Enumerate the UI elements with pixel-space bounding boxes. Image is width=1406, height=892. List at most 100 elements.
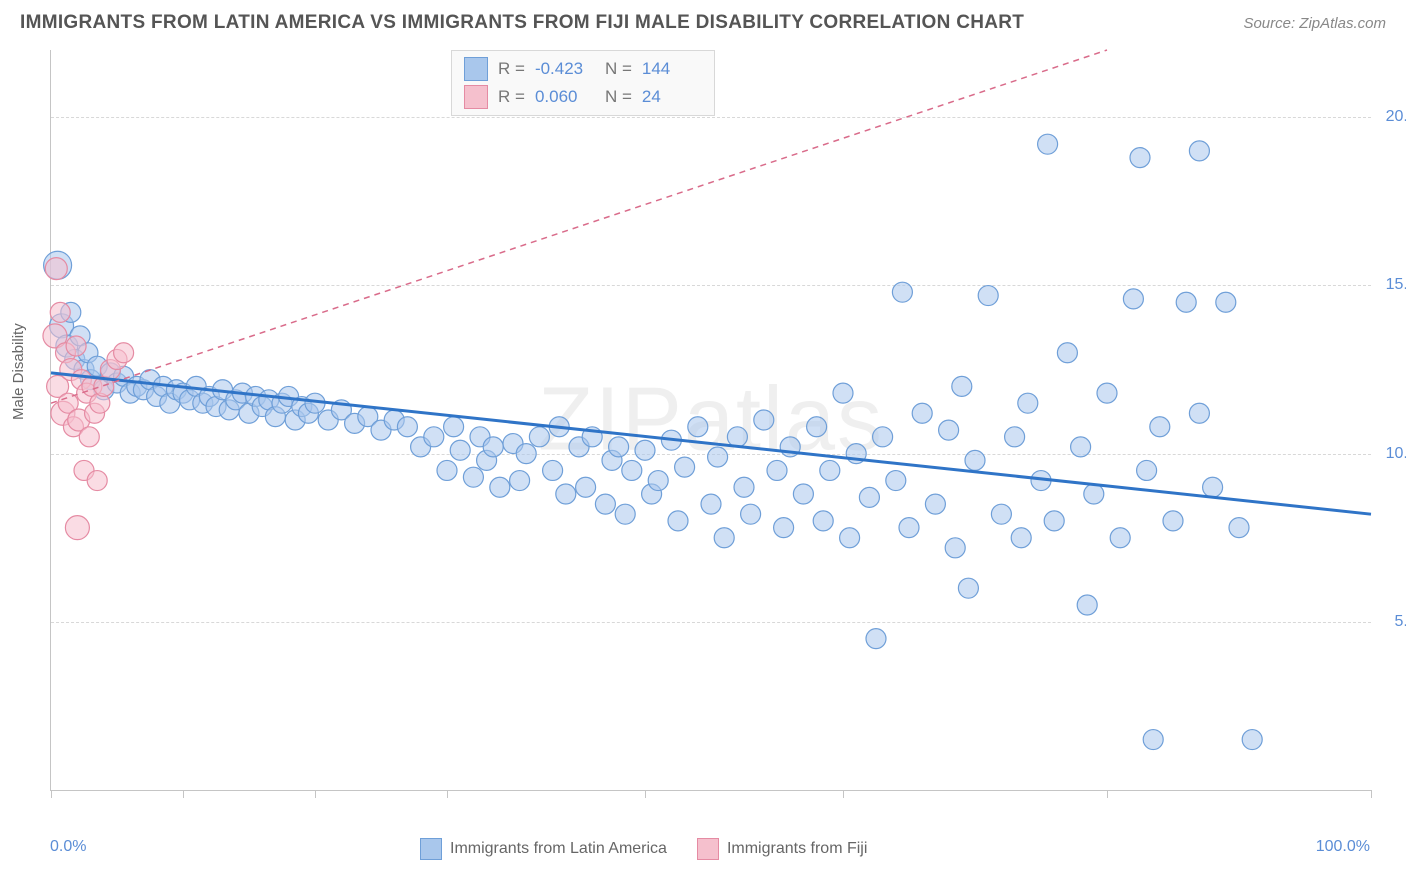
data-point xyxy=(734,477,754,497)
data-point xyxy=(576,477,596,497)
data-point xyxy=(1176,292,1196,312)
x-tick xyxy=(645,790,646,798)
data-point xyxy=(892,282,912,302)
data-point xyxy=(424,427,444,447)
data-point xyxy=(754,410,774,430)
data-point xyxy=(635,440,655,460)
legend-item: Immigrants from Latin America xyxy=(420,838,667,860)
data-point xyxy=(463,467,483,487)
n-label: N = xyxy=(605,59,632,79)
r-label: R = xyxy=(498,87,525,107)
legend-swatch xyxy=(697,838,719,860)
data-point xyxy=(859,487,879,507)
data-point xyxy=(1057,343,1077,363)
legend-swatch xyxy=(420,838,442,860)
data-point xyxy=(66,336,86,356)
data-point xyxy=(958,578,978,598)
data-point xyxy=(714,528,734,548)
x-tick xyxy=(447,790,448,798)
data-point xyxy=(1150,417,1170,437)
data-point xyxy=(1005,427,1025,447)
source-label: Source: ZipAtlas.com xyxy=(1243,15,1386,32)
legend-item: Immigrants from Fiji xyxy=(697,838,867,860)
data-point xyxy=(483,437,503,457)
data-point xyxy=(1143,730,1163,750)
data-point xyxy=(701,494,721,514)
legend-swatch xyxy=(464,85,488,109)
x-tick xyxy=(1371,790,1372,798)
scatter-plot xyxy=(51,50,1371,790)
data-point xyxy=(510,471,530,491)
legend-label: Immigrants from Fiji xyxy=(727,840,867,858)
x-tick xyxy=(183,790,184,798)
n-value: 24 xyxy=(642,87,702,107)
data-point xyxy=(1110,528,1130,548)
data-point xyxy=(945,538,965,558)
data-point xyxy=(840,528,860,548)
data-point xyxy=(648,471,668,491)
x-tick xyxy=(51,790,52,798)
data-point xyxy=(675,457,695,477)
n-value: 144 xyxy=(642,59,702,79)
data-point xyxy=(939,420,959,440)
x-tick xyxy=(843,790,844,798)
data-point xyxy=(1163,511,1183,531)
data-point xyxy=(1242,730,1262,750)
data-point xyxy=(668,511,688,531)
data-point xyxy=(1044,511,1064,531)
y-tick-label: 10.0% xyxy=(1386,445,1406,463)
data-point xyxy=(609,437,629,457)
data-point xyxy=(688,417,708,437)
data-point xyxy=(1084,484,1104,504)
data-point xyxy=(615,504,635,524)
x-tick xyxy=(1107,790,1108,798)
data-point xyxy=(529,427,549,447)
data-point xyxy=(1189,141,1209,161)
data-point xyxy=(1038,134,1058,154)
correlation-legend: R =-0.423N =144R =0.060N =24 xyxy=(451,50,715,116)
data-point xyxy=(543,460,563,480)
data-point xyxy=(866,629,886,649)
chart-title: IMMIGRANTS FROM LATIN AMERICA VS IMMIGRA… xyxy=(20,12,1024,34)
y-tick-label: 5.0% xyxy=(1395,613,1406,631)
data-point xyxy=(65,516,89,540)
data-point xyxy=(50,302,70,322)
data-point xyxy=(622,460,642,480)
r-value: 0.060 xyxy=(535,87,595,107)
legend-label: Immigrants from Latin America xyxy=(450,840,667,858)
data-point xyxy=(490,477,510,497)
data-point xyxy=(708,447,728,467)
series-legend: Immigrants from Latin America Immigrants … xyxy=(420,838,867,860)
r-label: R = xyxy=(498,59,525,79)
trend-line xyxy=(51,373,1371,514)
x-tick xyxy=(315,790,316,798)
y-axis-label: Male Disability xyxy=(10,323,27,420)
data-point xyxy=(437,460,457,480)
data-point xyxy=(1203,477,1223,497)
data-point xyxy=(833,383,853,403)
data-point xyxy=(87,471,107,491)
data-point xyxy=(991,504,1011,524)
n-label: N = xyxy=(605,87,632,107)
data-point xyxy=(1123,289,1143,309)
data-point xyxy=(595,494,615,514)
data-point xyxy=(899,518,919,538)
data-point xyxy=(556,484,576,504)
data-point xyxy=(45,258,67,280)
x-axis-min-label: 0.0% xyxy=(50,838,86,856)
correlation-legend-row: R =-0.423N =144 xyxy=(464,55,702,83)
data-point xyxy=(1137,460,1157,480)
data-point xyxy=(793,484,813,504)
data-point xyxy=(912,403,932,423)
data-point xyxy=(925,494,945,514)
data-point xyxy=(978,286,998,306)
data-point xyxy=(1071,437,1091,457)
chart-area: 5.0%10.0%15.0%20.0% ZIPatlas R =-0.423N … xyxy=(50,50,1371,791)
legend-swatch xyxy=(464,57,488,81)
data-point xyxy=(79,427,99,447)
data-point xyxy=(965,450,985,470)
data-point xyxy=(741,504,761,524)
data-point xyxy=(1018,393,1038,413)
data-point xyxy=(1229,518,1249,538)
x-axis-max-label: 100.0% xyxy=(1316,838,1370,856)
